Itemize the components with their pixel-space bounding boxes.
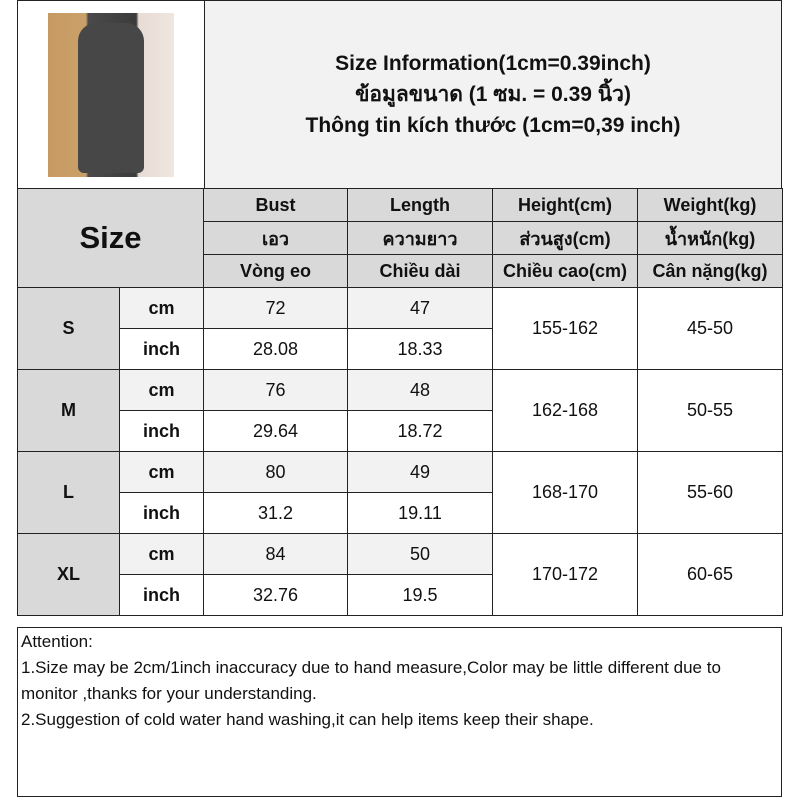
bust-inch: 32.76 [203, 574, 348, 616]
length-cm: 49 [347, 451, 493, 493]
unit-inch: inch [119, 410, 204, 452]
height-range: 168-170 [492, 451, 638, 534]
weight-range: 45-50 [637, 287, 783, 370]
weight-range: 50-55 [637, 369, 783, 452]
table-row-inch: inch 32.76 19.5 [18, 574, 783, 616]
unit-cm: cm [119, 451, 204, 493]
size-label: L [17, 451, 120, 534]
title-vi: Thông tin kích thước (1cm=0,39 inch) [305, 114, 681, 137]
col-weight: Weight(kg) [637, 188, 783, 222]
weight-range: 60-65 [637, 533, 783, 616]
length-inch: 18.33 [347, 328, 493, 370]
bust-cm: 76 [203, 369, 348, 411]
col-length-vi: Chiều dài [347, 254, 493, 288]
col-height-vi: Chiều cao(cm) [492, 254, 638, 288]
table-row-cm: XL cm 84 50 170-172 60-65 [17, 533, 783, 616]
bust-cm: 80 [203, 451, 348, 493]
table-row-inch: inch 29.64 18.72 [18, 410, 783, 452]
col-height-th: ส่วนสูง(cm) [492, 221, 638, 255]
length-inch: 19.5 [347, 574, 493, 616]
title-en: Size Information(1cm=0.39inch) [335, 52, 651, 75]
length-inch: 19.11 [347, 492, 493, 534]
header-row-vi: Vòng eo Chiều dài Chiều cao(cm) Cân nặng… [18, 254, 783, 288]
unit-inch: inch [119, 492, 204, 534]
bust-cm: 84 [203, 533, 348, 575]
bust-inch: 31.2 [203, 492, 348, 534]
size-header: Size [17, 188, 204, 288]
height-range: 155-162 [492, 287, 638, 370]
unit-cm: cm [119, 287, 204, 329]
col-length: Length [347, 188, 493, 222]
attention-note-1: 1.Size may be 2cm/1inch inaccuracy due t… [21, 658, 721, 703]
col-bust-th: เอว [203, 221, 348, 255]
unit-cm: cm [119, 533, 204, 575]
bust-inch: 29.64 [203, 410, 348, 452]
product-photo [48, 12, 174, 177]
table-row-cm: M cm 76 48 162-168 50-55 [17, 369, 783, 452]
col-height: Height(cm) [492, 188, 638, 222]
size-label: S [17, 287, 120, 370]
header-row-th: เอว ความยาว ส่วนสูง(cm) น้ำหนัก(kg) [18, 221, 783, 255]
col-weight-th: น้ำหนัก(kg) [637, 221, 783, 255]
col-bust: Bust [203, 188, 348, 222]
unit-inch: inch [119, 574, 204, 616]
col-bust-vi: Vòng eo [203, 254, 348, 288]
unit-cm: cm [119, 369, 204, 411]
size-label: M [17, 369, 120, 452]
col-weight-vi: Cân nặng(kg) [637, 254, 783, 288]
table-row-cm: L cm 80 49 168-170 55-60 [17, 451, 783, 534]
top-section: Size Information(1cm=0.39inch) ข้อมูลขนา… [17, 0, 782, 188]
header-row-en: Size Bust Length Height(cm) Weight(kg) [17, 188, 783, 288]
size-table: Size Bust Length Height(cm) Weight(kg) เ… [17, 188, 783, 616]
height-range: 170-172 [492, 533, 638, 616]
unit-inch: inch [119, 328, 204, 370]
size-label: XL [17, 533, 120, 616]
length-cm: 50 [347, 533, 493, 575]
length-inch: 18.72 [347, 410, 493, 452]
col-length-th: ความยาว [347, 221, 493, 255]
table-row-inch: inch 28.08 18.33 [18, 328, 783, 370]
size-info-title: Size Information(1cm=0.39inch) ข้อมูลขนา… [205, 1, 781, 188]
product-photo-cell [18, 1, 205, 188]
bust-inch: 28.08 [203, 328, 348, 370]
weight-range: 55-60 [637, 451, 783, 534]
length-cm: 47 [347, 287, 493, 329]
attention-box: Attention: 1.Size may be 2cm/1inch inacc… [17, 627, 782, 797]
table-row-cm: S cm 72 47 155-162 45-50 [17, 287, 783, 370]
height-range: 162-168 [492, 369, 638, 452]
bust-cm: 72 [203, 287, 348, 329]
table-row-inch: inch 31.2 19.11 [18, 492, 783, 534]
attention-note-2: 2.Suggestion of cold water hand washing,… [21, 710, 594, 729]
length-cm: 48 [347, 369, 493, 411]
dress-shape [78, 22, 144, 173]
title-th: ข้อมูลขนาด (1 ซม. = 0.39 นิ้ว) [355, 83, 631, 106]
attention-heading: Attention: [21, 632, 93, 651]
